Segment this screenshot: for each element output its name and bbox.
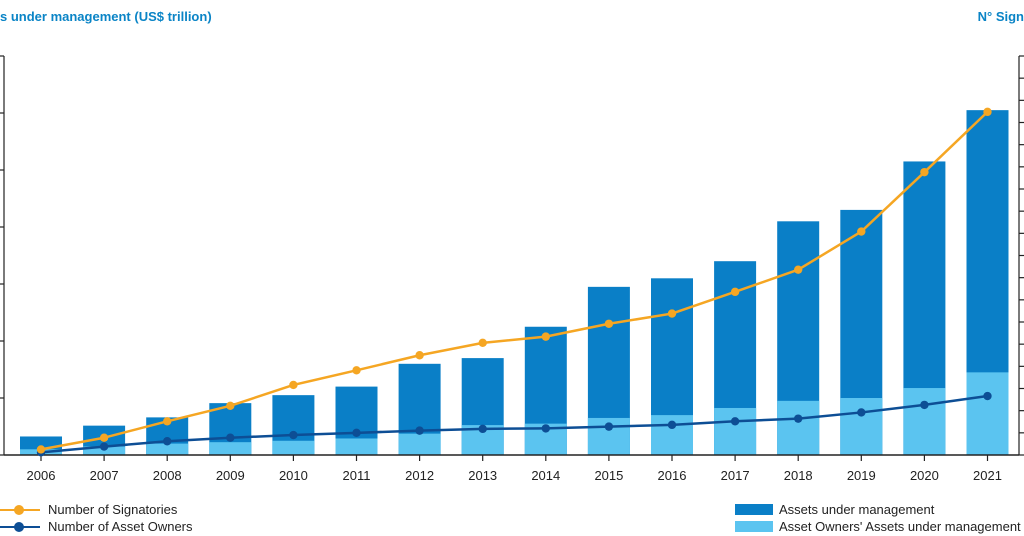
point-asset-owners — [163, 437, 172, 446]
point-asset-owners — [857, 408, 866, 417]
x-tick-label: 2009 — [216, 468, 245, 483]
bar-asset-owners-aum — [335, 438, 378, 455]
x-tick-label: 2006 — [27, 468, 56, 483]
bar-asset-owners-aum — [777, 400, 820, 455]
x-tick-label: 2015 — [594, 468, 623, 483]
legend-signatories: Number of Signatories — [0, 502, 177, 517]
legend-signatories-label: Number of Signatories — [48, 502, 178, 517]
point-asset-owners — [794, 414, 803, 423]
bar-asset-owners-aum — [966, 372, 1009, 455]
bar-asset-owners-aum — [714, 407, 757, 455]
point-signatories — [99, 433, 109, 442]
x-tick-label: 2013 — [468, 468, 497, 483]
bar-asset-owners-aum — [146, 443, 189, 455]
point-signatories — [415, 351, 424, 360]
point-asset-owners — [415, 426, 424, 435]
legend-aum: Assets under management — [735, 502, 934, 517]
point-asset-owners — [920, 400, 929, 410]
x-tick-label: 2018 — [784, 468, 813, 483]
point-asset-owners — [667, 420, 677, 430]
point-asset-owners — [478, 424, 487, 434]
point-asset-owners — [352, 428, 361, 438]
legend-asset-owners-label: Number of Asset Owners — [48, 519, 193, 534]
x-tick-label: 2021 — [973, 468, 1002, 483]
bar-asset-owners-aum — [209, 442, 252, 455]
bar-asset-owners-aum — [840, 398, 883, 455]
legend-asset-owners: Number of Asset Owners — [0, 519, 193, 534]
x-tick-label: 2017 — [721, 468, 750, 483]
point-asset-owners — [99, 442, 109, 451]
legend-ao-aum: Asset Owners' Assets under management — [735, 519, 1021, 534]
point-signatories — [667, 309, 677, 318]
legend-asset-owners-symbol — [0, 521, 40, 533]
point-signatories — [478, 338, 487, 348]
point-signatories — [163, 417, 172, 426]
right-axis-title: N° Sign — [977, 9, 1024, 24]
point-signatories — [36, 445, 46, 454]
point-asset-owners — [226, 433, 235, 442]
point-asset-owners — [730, 417, 740, 426]
legend-ao-aum-label: Asset Owners' Assets under management — [779, 519, 1021, 534]
x-tick-label: 2019 — [847, 468, 876, 483]
legend-aum-swatch — [735, 504, 773, 515]
point-signatories — [794, 265, 803, 274]
point-asset-owners — [289, 430, 298, 440]
point-signatories — [226, 401, 235, 410]
point-signatories — [604, 319, 614, 328]
point-signatories — [730, 287, 740, 297]
point-asset-owners — [541, 424, 550, 433]
series-line-signatories — [40, 110, 989, 451]
x-tick-label: 2007 — [90, 468, 119, 483]
x-tick-label: 2014 — [531, 468, 560, 483]
legend-aum-label: Assets under management — [779, 502, 935, 517]
left-axis-title: s under management (US$ trillion) — [0, 9, 212, 24]
point-asset-owners — [983, 391, 992, 401]
point-signatories — [983, 107, 992, 117]
point-signatories — [857, 227, 866, 236]
point-signatories — [289, 380, 298, 390]
point-signatories — [541, 332, 550, 341]
x-tick-label: 2011 — [343, 468, 371, 483]
legend-ao-aum-swatch — [735, 521, 773, 532]
x-tick-label: 2016 — [658, 468, 687, 483]
legend-signatories-symbol — [0, 504, 40, 516]
x-tick-label: 2008 — [153, 468, 182, 483]
x-tick-label: 2012 — [405, 468, 434, 483]
x-tick-label: 2010 — [279, 468, 308, 483]
bar-asset-owners-aum — [903, 388, 946, 455]
series-line-asset-owners — [40, 394, 988, 454]
point-asset-owners — [604, 422, 614, 431]
point-signatories — [920, 167, 929, 177]
x-tick-label: 2020 — [910, 468, 939, 483]
bar-asset-owners-aum — [272, 440, 315, 455]
point-signatories — [352, 366, 361, 375]
bar-asset-owners-aum — [398, 433, 441, 455]
